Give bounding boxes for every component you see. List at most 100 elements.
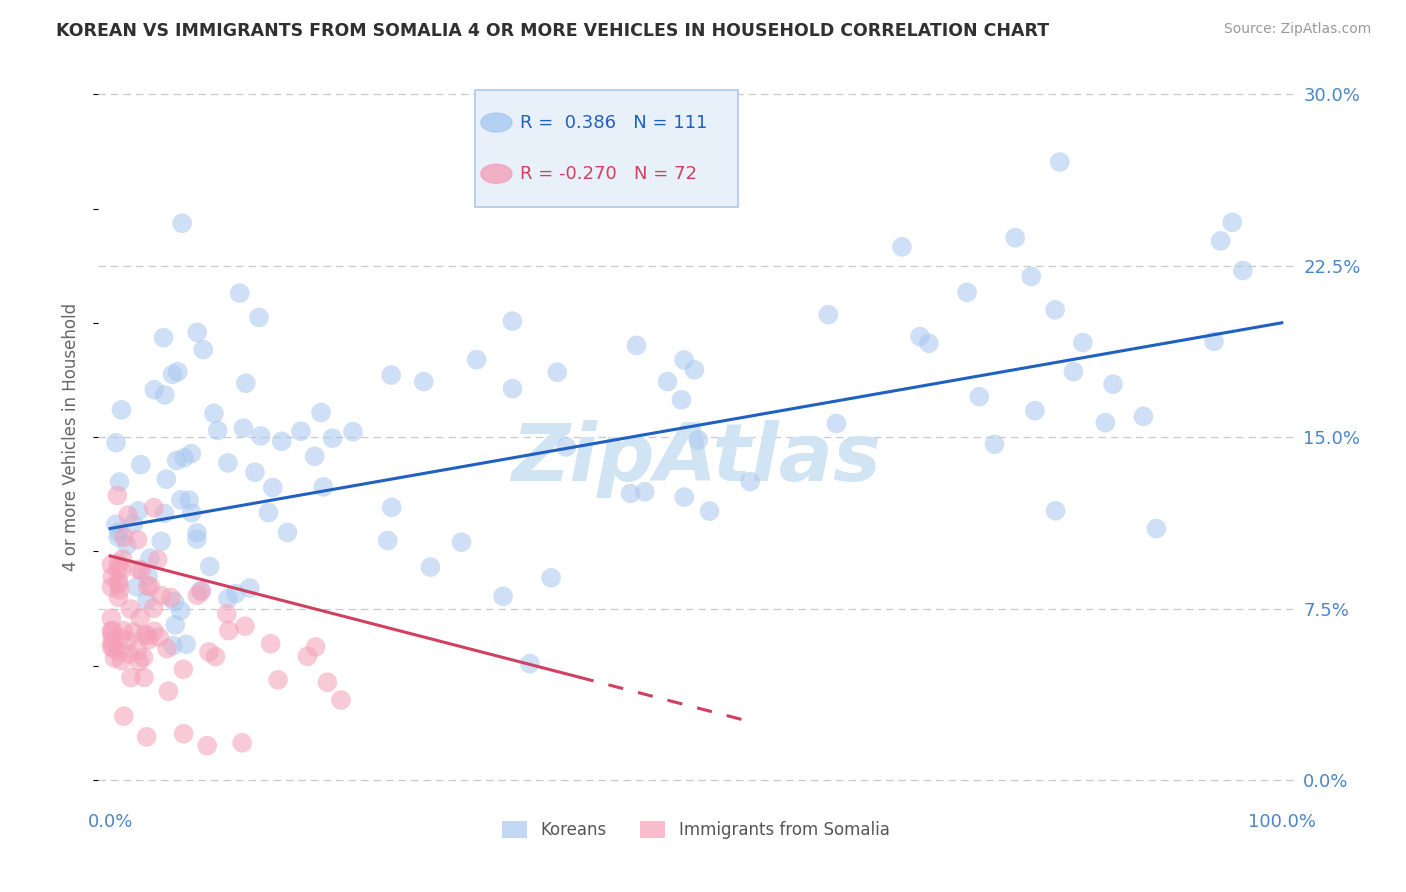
Point: [380, 368, 402, 382]
Point: [186, 588, 208, 602]
Point: [172, 662, 194, 676]
Point: [131, 563, 153, 577]
Point: [671, 392, 693, 407]
Point: [519, 657, 541, 671]
Point: [1209, 234, 1232, 248]
Point: [377, 533, 399, 548]
Point: [135, 730, 157, 744]
Point: [166, 365, 188, 379]
Point: [100, 558, 122, 572]
Point: [1062, 365, 1084, 379]
Point: [699, 504, 721, 518]
Point: [321, 431, 343, 445]
Point: [207, 424, 229, 438]
Point: [1019, 269, 1042, 284]
Point: [450, 535, 472, 549]
Point: [540, 571, 562, 585]
Point: [127, 643, 149, 657]
Point: [1102, 377, 1125, 392]
Point: [117, 508, 139, 523]
Point: [118, 647, 141, 661]
Point: [143, 624, 166, 639]
Point: [180, 506, 202, 520]
Point: [170, 492, 193, 507]
Point: [101, 624, 124, 638]
Point: [120, 670, 142, 684]
Point: [127, 533, 149, 547]
Point: [231, 736, 253, 750]
Point: [139, 580, 162, 594]
Text: R = -0.270   N = 72: R = -0.270 N = 72: [520, 165, 697, 183]
Circle shape: [481, 113, 512, 132]
Point: [1144, 522, 1167, 536]
Point: [1220, 215, 1243, 229]
Point: [1232, 263, 1254, 277]
Point: [108, 524, 131, 539]
Point: [117, 633, 139, 648]
Point: [107, 574, 129, 589]
Point: [110, 654, 132, 668]
Point: [290, 424, 312, 438]
Point: [186, 532, 208, 546]
Point: [502, 382, 524, 396]
Point: [983, 437, 1005, 451]
Point: [204, 649, 226, 664]
Point: [138, 632, 160, 647]
Point: [1024, 403, 1046, 417]
Point: [297, 649, 319, 664]
Point: [100, 624, 122, 638]
Point: [107, 591, 129, 605]
Point: [136, 579, 159, 593]
Point: [112, 709, 135, 723]
Text: Source: ZipAtlas.com: Source: ZipAtlas.com: [1223, 22, 1371, 37]
Point: [152, 331, 174, 345]
Y-axis label: 4 or more Vehicles in Household: 4 or more Vehicles in Household: [62, 303, 80, 571]
Text: R =  0.386   N = 111: R = 0.386 N = 111: [520, 113, 707, 131]
Point: [891, 240, 914, 254]
Point: [142, 500, 165, 515]
Point: [122, 516, 145, 531]
Point: [136, 568, 159, 582]
Point: [159, 591, 181, 605]
Point: [309, 405, 332, 419]
Point: [139, 551, 162, 566]
Point: [108, 582, 131, 597]
Point: [619, 486, 641, 500]
Point: [100, 640, 122, 654]
Point: [276, 525, 298, 540]
Point: [243, 465, 266, 479]
Point: [107, 556, 129, 570]
Point: [153, 388, 176, 402]
Point: [626, 338, 648, 352]
Point: [101, 629, 124, 643]
Point: [228, 286, 250, 301]
Point: [688, 433, 710, 447]
Point: [100, 580, 122, 594]
Point: [233, 619, 256, 633]
Point: [103, 650, 125, 665]
Point: [180, 447, 202, 461]
Point: [918, 336, 941, 351]
Point: [304, 450, 326, 464]
Point: [107, 530, 129, 544]
Point: [112, 530, 135, 544]
Point: [165, 618, 187, 632]
Point: [115, 538, 138, 552]
Point: [257, 506, 280, 520]
Point: [107, 563, 129, 577]
Point: [156, 641, 179, 656]
Point: [190, 583, 212, 598]
Point: [129, 458, 152, 472]
Point: [492, 590, 515, 604]
Point: [142, 601, 165, 615]
Point: [342, 425, 364, 439]
Point: [100, 611, 122, 625]
Point: [150, 534, 173, 549]
Point: [162, 368, 184, 382]
Point: [817, 308, 839, 322]
Point: [129, 611, 152, 625]
Point: [111, 563, 134, 577]
Point: [217, 591, 239, 606]
Point: [135, 593, 157, 607]
Point: [132, 671, 155, 685]
